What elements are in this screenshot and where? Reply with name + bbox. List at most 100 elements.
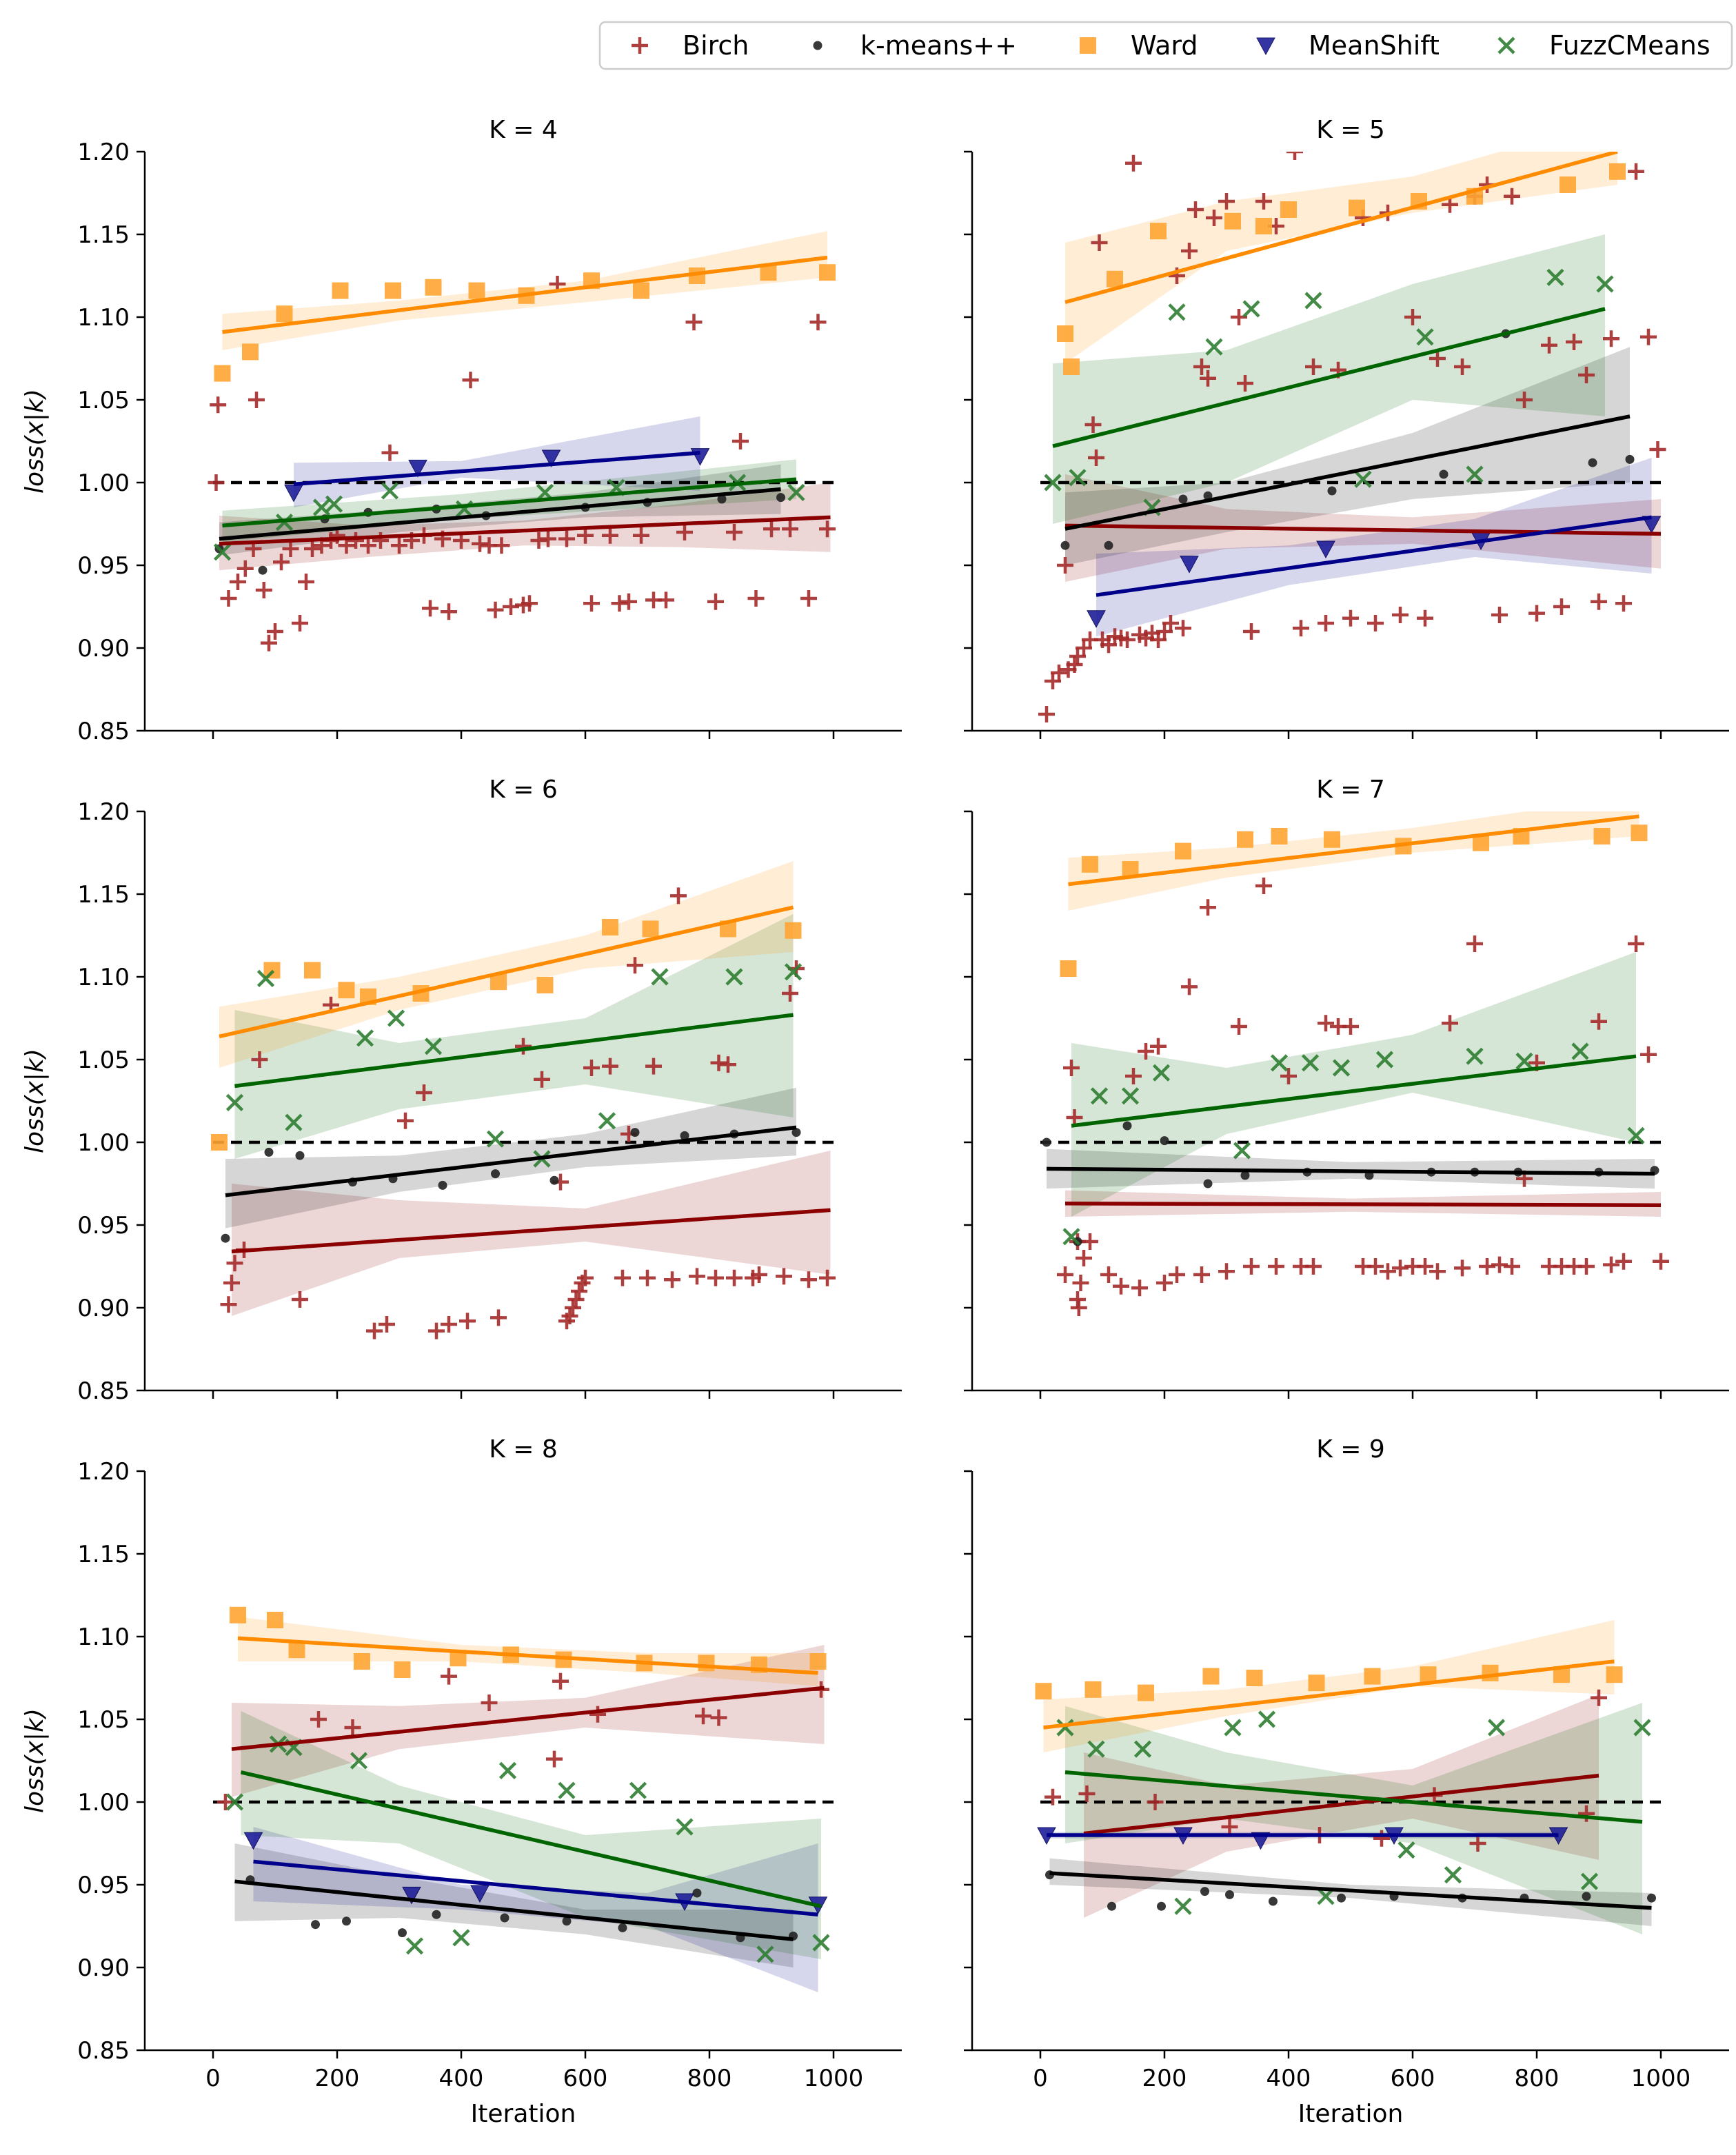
panel-5-kmeans-point-3 bbox=[398, 1928, 407, 1938]
panel-1-birch-point-49 bbox=[658, 591, 674, 609]
panel-2-birch-point-25 bbox=[1175, 620, 1191, 637]
panel-5-meanshift-fit-line bbox=[253, 1859, 818, 1916]
panel-4-kmeans-ci-band bbox=[1047, 1149, 1655, 1189]
panel-1-ward-point-6 bbox=[468, 282, 485, 299]
legend-frame bbox=[598, 21, 1733, 70]
panel-6-birch-point-8 bbox=[1578, 1805, 1595, 1822]
panel-4-fuzzy-point-0 bbox=[1062, 1228, 1080, 1246]
panel-3-kmeans-point-8 bbox=[630, 1128, 640, 1137]
legend-marker-ward bbox=[1080, 37, 1096, 54]
panel-1-birch-point-38 bbox=[530, 532, 547, 549]
panel-2-birch-point-64 bbox=[1615, 595, 1632, 612]
panel-6-ward-point-0 bbox=[1035, 1683, 1052, 1700]
panel-6-fuzzy-point-0 bbox=[1056, 1719, 1074, 1737]
panel-3-birch-point-8 bbox=[379, 1316, 395, 1333]
panel-6-fuzzy-point-8 bbox=[1444, 1866, 1462, 1884]
panel-3-ytick-label-7: 1.20 bbox=[77, 798, 130, 826]
panel-5-ytick-label-1: 0.90 bbox=[77, 1954, 130, 1982]
panel-3-birch-point-33 bbox=[670, 887, 687, 904]
panel-1-ytick-label-7: 1.20 bbox=[77, 139, 130, 166]
panel-6-kmeans-point-2 bbox=[1157, 1901, 1166, 1911]
panel-2-birch-point-65 bbox=[1628, 163, 1644, 180]
panel-3-fuzzy-point-8 bbox=[598, 1112, 616, 1130]
panel-3-ytick-label-4: 1.05 bbox=[77, 1046, 130, 1074]
panel-5-meanshift-ci-band bbox=[253, 1827, 818, 1992]
panel-4-birch-point-14 bbox=[1150, 1038, 1167, 1055]
panel-3-birch-point-30 bbox=[639, 1269, 656, 1286]
panel-6-xtick-label-1: 200 bbox=[1142, 2065, 1187, 2092]
panel-3-fuzzy-point-6 bbox=[486, 1130, 505, 1148]
panel-5-xtick-label-5: 1000 bbox=[804, 2065, 864, 2092]
panel-2-fuzzy-point-7 bbox=[1354, 470, 1372, 488]
panel-2-birch-point-47 bbox=[1404, 309, 1421, 325]
panel-1-birch-point-23 bbox=[391, 537, 407, 554]
panel-3-ytick-label-6: 1.15 bbox=[77, 881, 130, 909]
legend-marker-fuzzy bbox=[1497, 37, 1515, 54]
panel-2-kmeans-point-3 bbox=[1203, 491, 1213, 500]
panel-3-ward-point-8 bbox=[602, 919, 618, 935]
panel-1-birch-point-58 bbox=[800, 590, 817, 607]
panel-2-fuzzy-point-6 bbox=[1304, 292, 1322, 310]
panel-6-xtick-label-4: 800 bbox=[1515, 2065, 1560, 2092]
panel-1-kmeans-point-8 bbox=[717, 494, 727, 504]
legend-marker-birch bbox=[632, 37, 648, 54]
panel-2-fuzzy-point-3 bbox=[1168, 303, 1186, 321]
legend-label-ward: Ward bbox=[1131, 30, 1198, 61]
panel-2-kmeans-point-2 bbox=[1178, 494, 1188, 504]
panel-1-birch-point-14 bbox=[304, 540, 321, 557]
panel-6-fuzzy-ci-band bbox=[1065, 1703, 1642, 1934]
panel-4-birch-point-21 bbox=[1231, 1018, 1247, 1035]
panel-4-birch-point-15 bbox=[1156, 1275, 1173, 1291]
panel-4-birch-point-17 bbox=[1181, 978, 1198, 995]
panel-1-birch-point-33 bbox=[487, 601, 504, 618]
panel-3-birch-point-10 bbox=[416, 1084, 432, 1101]
panel-1-birch-point-6 bbox=[248, 392, 265, 408]
panel-5: K = 8 0.85 0.90 0.95 1.00 1.05 1.10 1.15 1.20 0 20… bbox=[21, 1435, 902, 2128]
legend-label-fuzzy: FuzzCMeans bbox=[1549, 30, 1710, 61]
legend: Birch k-means++ Ward MeanShift FuzzCMeans bbox=[598, 21, 1733, 70]
panel-2-birch-point-61 bbox=[1578, 367, 1595, 383]
panel-2-birch-point-37 bbox=[1286, 152, 1303, 160]
panel-4-birch-point-24 bbox=[1268, 1258, 1284, 1275]
panel-2-birch-point-66 bbox=[1640, 328, 1657, 345]
panel-4-fuzzy-point-8 bbox=[1375, 1051, 1394, 1069]
panel-1-meanshift-point-1 bbox=[408, 459, 427, 478]
panel-4-birch-point-54 bbox=[1640, 1046, 1657, 1063]
panel-2-birch-point-5 bbox=[1066, 656, 1083, 673]
panel-3-fuzzy-fit-line bbox=[234, 1013, 794, 1089]
panel-1-birch-point-20 bbox=[360, 537, 376, 554]
panel-2-meanshift-point-0 bbox=[1087, 610, 1106, 628]
panel-3-birch-point-16 bbox=[534, 1071, 550, 1088]
panel-6-kmeans-point-6 bbox=[1337, 1893, 1346, 1903]
panel-5-ytick-label-0: 0.85 bbox=[77, 2037, 130, 2065]
panel-5-fuzzy-fit-line bbox=[240, 1770, 822, 1908]
panel-6-ward-fit-line bbox=[1043, 1659, 1615, 1730]
panel-6-ward-point-7 bbox=[1420, 1666, 1437, 1683]
panel-4-fuzzy-point-12 bbox=[1627, 1126, 1645, 1144]
panel-4-ward-point-3 bbox=[1175, 842, 1191, 860]
panel-2-birch-point-55 bbox=[1504, 188, 1520, 205]
panel-2: K = 5 bbox=[964, 116, 1729, 739]
panel-1-fuzzy-point-2 bbox=[312, 498, 331, 516]
panel-2-birch-point-58 bbox=[1541, 336, 1557, 354]
panel-6-birch-point-0 bbox=[1044, 1788, 1061, 1805]
panel-1-ytick-label-5: 1.10 bbox=[77, 304, 130, 332]
panel-1-ward-point-12 bbox=[819, 264, 836, 281]
panel-3-ward-fit-line bbox=[219, 905, 794, 1039]
panel-1-ytick-label-4: 1.05 bbox=[77, 387, 130, 414]
panel-4-birch-point-27 bbox=[1305, 1258, 1322, 1275]
panel-5-plot-area bbox=[213, 1606, 834, 1992]
panel-4-birch-point-9 bbox=[1100, 1266, 1117, 1283]
panel-4-fuzzy-point-11 bbox=[1571, 1042, 1589, 1060]
panel-4-birch-point-50 bbox=[1591, 1013, 1607, 1030]
panel-5-kmeans-point-8 bbox=[692, 1888, 702, 1898]
panel-6-plot-area bbox=[1035, 1620, 1661, 1934]
panel-2-fuzzy-point-4 bbox=[1205, 338, 1223, 356]
panel-4-fuzzy-point-7 bbox=[1332, 1059, 1351, 1077]
panel-5-birch-point-7 bbox=[589, 1706, 606, 1723]
panel-1-ward-point-9 bbox=[633, 282, 649, 299]
panel-6-ward-point-1 bbox=[1084, 1681, 1102, 1698]
panel-1-meanshift-point-0 bbox=[284, 484, 303, 503]
panel-4-fuzzy-point-6 bbox=[1301, 1054, 1320, 1072]
panel-2-birch-point-34 bbox=[1243, 623, 1260, 640]
